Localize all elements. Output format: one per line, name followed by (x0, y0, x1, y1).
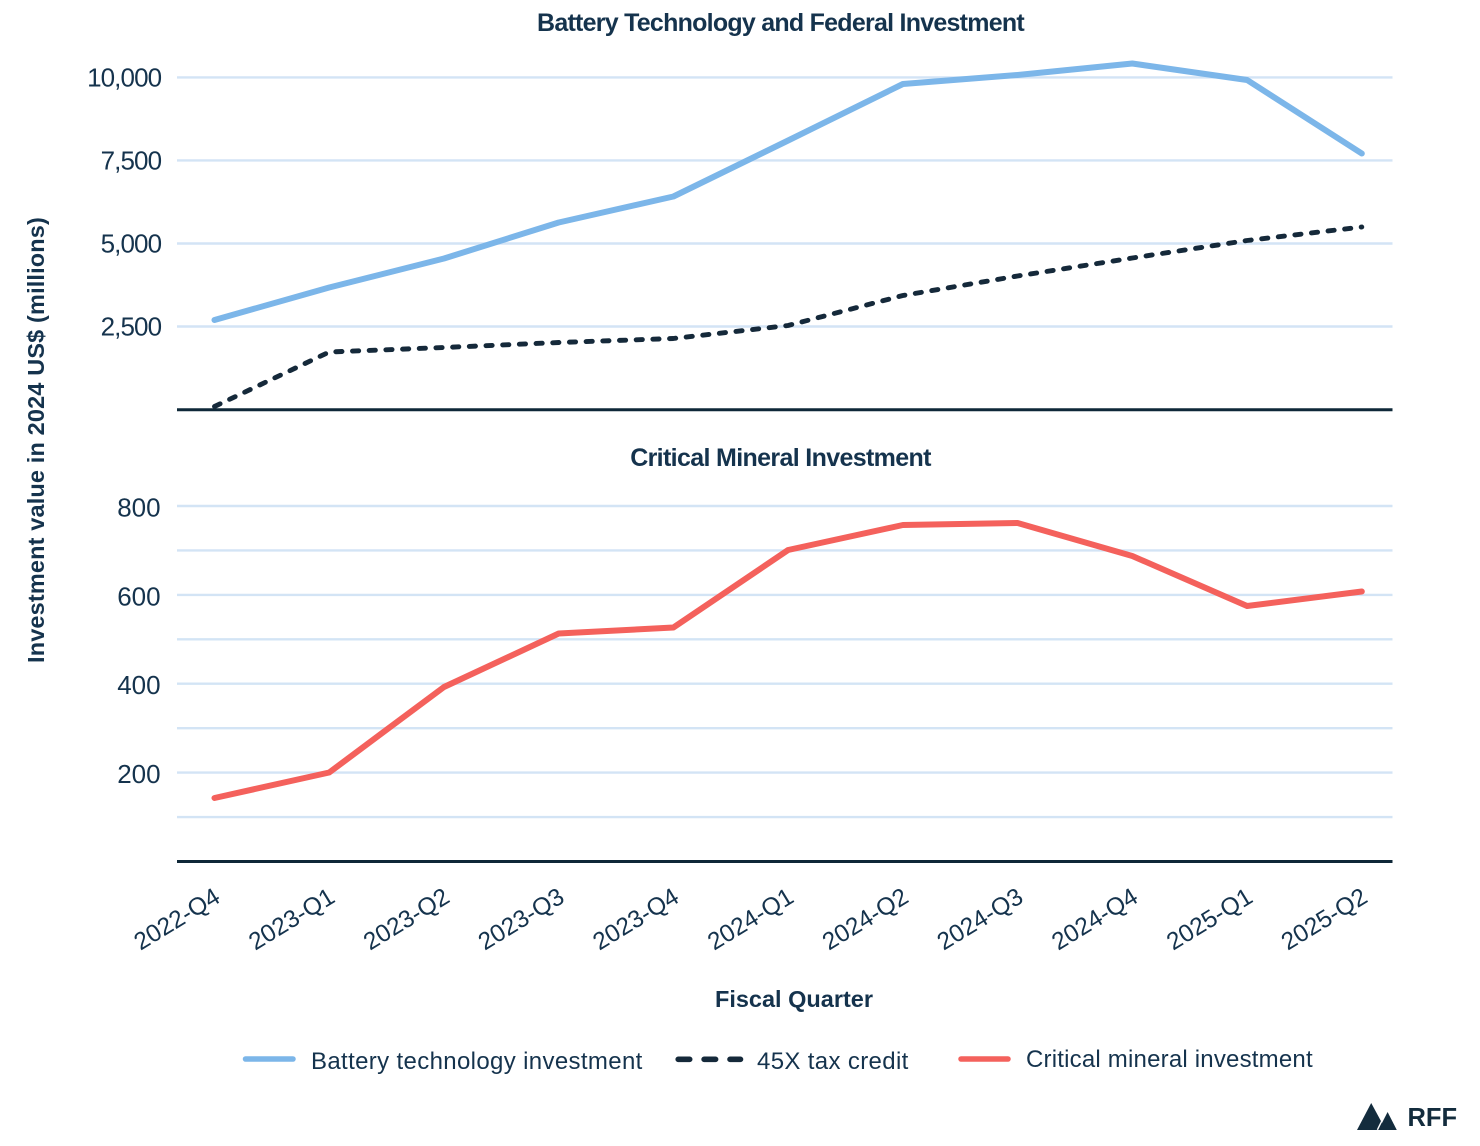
svg-text:400: 400 (117, 670, 160, 700)
svg-text:45X tax credit: 45X tax credit (757, 1048, 909, 1075)
svg-text:Battery technology investment: Battery technology investment (311, 1048, 643, 1075)
svg-text:200: 200 (117, 759, 160, 789)
svg-text:7,500: 7,500 (101, 145, 162, 175)
svg-text:800: 800 (117, 492, 160, 522)
svg-text:RFF: RFF (1408, 1104, 1458, 1132)
svg-text:5,000: 5,000 (101, 228, 162, 258)
svg-text:600: 600 (117, 581, 160, 611)
svg-text:2,500: 2,500 (101, 311, 162, 341)
svg-text:Critical mineral investment: Critical mineral investment (1026, 1046, 1313, 1073)
svg-text:10,000: 10,000 (87, 62, 162, 92)
svg-text:Battery Technology and Federal: Battery Technology and Federal Investmen… (537, 9, 1025, 37)
svg-text:Critical Mineral Investment: Critical Mineral Investment (630, 444, 932, 472)
svg-text:Fiscal Quarter: Fiscal Quarter (715, 986, 873, 1012)
svg-text:Investment value in 2024 US$ (: Investment value in 2024 US$ (millions) (23, 217, 49, 663)
